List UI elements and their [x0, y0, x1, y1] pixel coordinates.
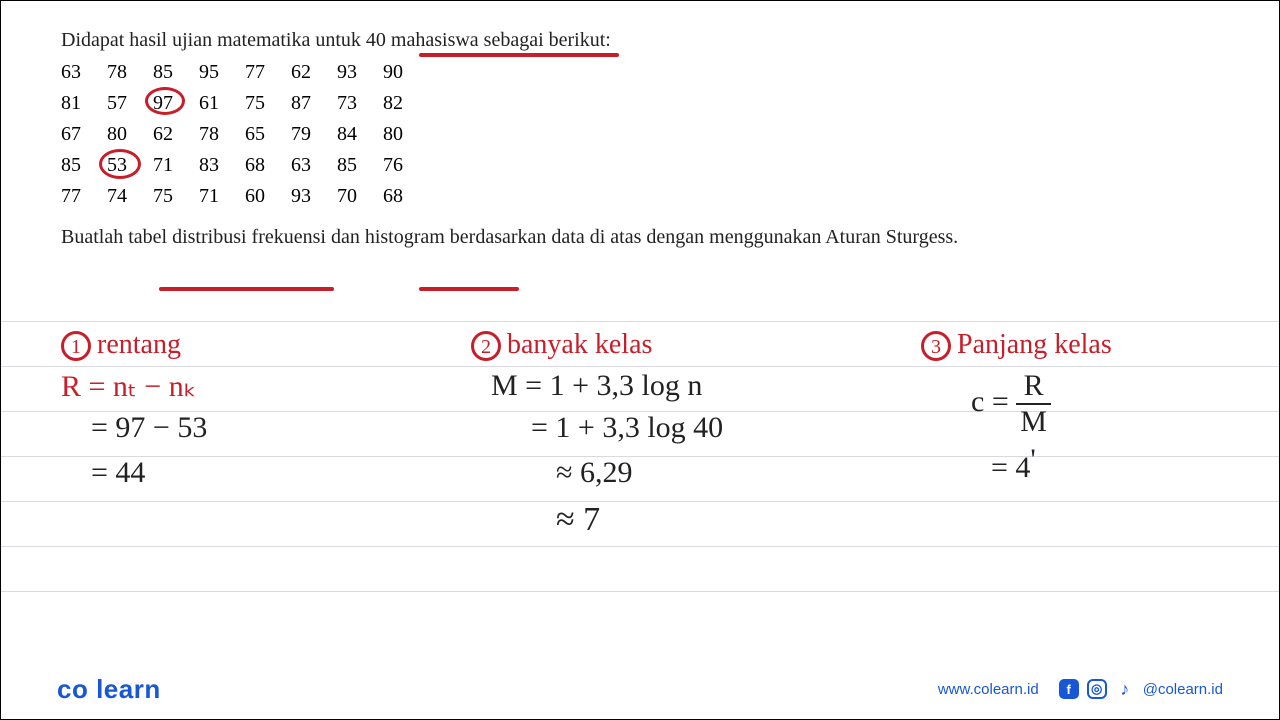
data-cell: 77 [245, 57, 273, 88]
step1-line2: = 97 − 53 [91, 411, 207, 445]
data-cell: 67 [61, 119, 89, 150]
social-handle[interactable]: @colearn.id [1143, 681, 1223, 698]
data-cell: 90 [383, 57, 411, 88]
data-row: 77 74 75 71 60 93 70 68 [61, 181, 1219, 212]
fraction-denominator: M [1016, 405, 1051, 439]
circle-annotation [99, 149, 141, 179]
step2-line2: = 1 + 3,3 log 40 [531, 411, 723, 445]
step2-line4: ≈ 7 [556, 501, 600, 539]
data-cell: 65 [245, 119, 273, 150]
tiktok-icon[interactable]: ♪ [1115, 679, 1135, 699]
footer-right: www.colearn.id f ◎ ♪ @colearn.id [938, 679, 1223, 699]
step2-line3: ≈ 6,29 [556, 456, 632, 490]
data-cell: 75 [245, 88, 273, 119]
page: Didapat hasil ujian matematika untuk 40 … [0, 0, 1280, 720]
step-number-badge: 2 [471, 331, 501, 361]
data-grid: 63 78 85 95 77 62 93 90 81 57 97 61 75 8… [61, 57, 1219, 212]
step3-line2: = 4' [991, 451, 1036, 485]
step-number-badge: 1 [61, 331, 91, 361]
data-row: 67 80 62 78 65 79 84 80 [61, 119, 1219, 150]
step1-heading: 1rentang [61, 329, 181, 361]
data-cell: 68 [245, 150, 273, 181]
data-cell: 57 [107, 88, 135, 119]
data-row: 63 78 85 95 77 62 93 90 [61, 57, 1219, 88]
step-number-badge: 3 [921, 331, 951, 361]
data-cell: 85 [153, 57, 181, 88]
underline-annotation [159, 287, 334, 291]
fraction-numerator: R [1016, 369, 1051, 405]
brand-logo: co learn [57, 674, 161, 705]
step3-title: Panjang kelas [957, 329, 1112, 360]
step3-heading: 3Panjang kelas [921, 329, 1112, 361]
brand-part-a: co [57, 674, 88, 704]
data-cell: 80 [107, 119, 135, 150]
data-cell: 76 [383, 150, 411, 181]
instagram-icon[interactable]: ◎ [1087, 679, 1107, 699]
data-cell: 93 [291, 181, 319, 212]
step2-title: banyak kelas [507, 329, 652, 360]
underline-annotation [419, 53, 619, 57]
step1-title: rentang [97, 329, 181, 360]
footer: co learn www.colearn.id f ◎ ♪ @colearn.i… [1, 659, 1279, 719]
problem-block: Didapat hasil ujian matematika untuk 40 … [1, 1, 1279, 256]
strike-mark: ' [1030, 443, 1035, 476]
data-cell: 93 [337, 57, 365, 88]
data-cell: 78 [199, 119, 227, 150]
footer-url[interactable]: www.colearn.id [938, 681, 1039, 698]
data-cell: 71 [153, 150, 181, 181]
data-cell: 78 [107, 57, 135, 88]
data-cell: 62 [153, 119, 181, 150]
step1-line1: R = nₜ − nₖ [61, 369, 196, 404]
data-cell: 63 [291, 150, 319, 181]
data-cell: 85 [337, 150, 365, 181]
step1-line3: = 44 [91, 456, 145, 490]
step2-heading: 2banyak kelas [471, 329, 652, 361]
data-cell: 87 [291, 88, 319, 119]
step2-line1: M = 1 + 3,3 log n [491, 369, 702, 403]
data-cell: 68 [383, 181, 411, 212]
data-cell: 70 [337, 181, 365, 212]
underline-annotation [419, 287, 519, 291]
data-cell: 85 [61, 150, 89, 181]
data-cell: 77 [61, 181, 89, 212]
data-row: 81 57 97 61 75 87 73 82 [61, 88, 1219, 119]
data-cell: 74 [107, 181, 135, 212]
data-cell: 63 [61, 57, 89, 88]
problem-intro: Didapat hasil ujian matematika untuk 40 … [61, 25, 1219, 55]
data-cell: 84 [337, 119, 365, 150]
brand-part-b: learn [96, 674, 161, 704]
data-cell: 80 [383, 119, 411, 150]
data-cell: 60 [245, 181, 273, 212]
social-links: f ◎ ♪ @colearn.id [1059, 679, 1223, 699]
step3-line1: c = R M [971, 369, 1051, 439]
data-cell: 81 [61, 88, 89, 119]
step3-eq-label: c = [971, 385, 1009, 418]
data-cell: 82 [383, 88, 411, 119]
data-cell: 61 [199, 88, 227, 119]
data-cell: 83 [199, 150, 227, 181]
data-cell: 62 [291, 57, 319, 88]
data-row: 85 53 71 83 68 63 85 76 [61, 150, 1219, 181]
data-cell: 75 [153, 181, 181, 212]
circle-annotation [145, 87, 185, 115]
step3-result: = 4 [991, 451, 1030, 484]
data-cell: 71 [199, 181, 227, 212]
data-cell: 73 [337, 88, 365, 119]
data-cell: 95 [199, 57, 227, 88]
intro-prefix: Didapat hasil ujian matematika untuk [61, 29, 366, 51]
intro-count: 40 [366, 29, 386, 51]
data-cell: 79 [291, 119, 319, 150]
intro-suffix: mahasiswa sebagai berikut: [386, 29, 611, 51]
problem-instruction: Buatlah tabel distribusi frekuensi dan h… [61, 218, 1219, 256]
facebook-icon[interactable]: f [1059, 679, 1079, 699]
fraction: R M [1016, 369, 1051, 439]
